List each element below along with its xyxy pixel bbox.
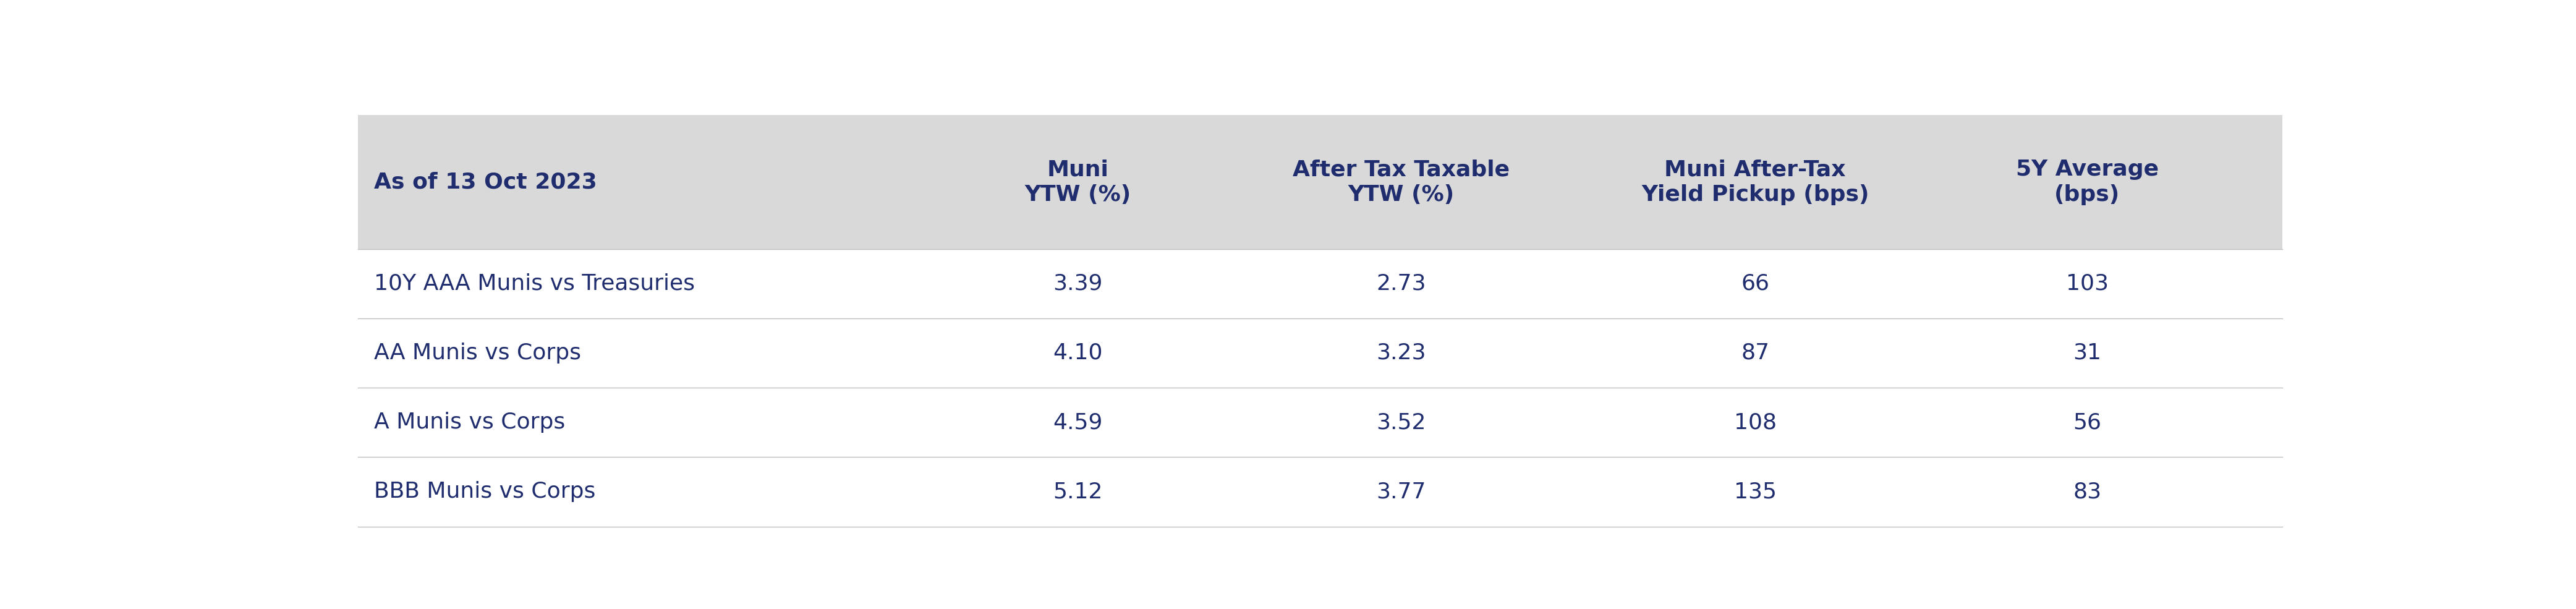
Text: 5.12: 5.12 bbox=[1054, 481, 1103, 502]
Bar bbox=[358, 115, 2282, 249]
Text: 4.10: 4.10 bbox=[1054, 342, 1103, 364]
Text: 3.52: 3.52 bbox=[1376, 412, 1427, 433]
Text: AA Munis vs Corps: AA Munis vs Corps bbox=[374, 342, 582, 364]
Text: A Munis vs Corps: A Munis vs Corps bbox=[374, 412, 564, 433]
Text: 108: 108 bbox=[1734, 412, 1777, 433]
Bar bbox=[358, 457, 2282, 527]
Text: 3.23: 3.23 bbox=[1376, 342, 1427, 364]
Text: Muni
YTW (%): Muni YTW (%) bbox=[1025, 159, 1131, 205]
Text: 5Y Average
(bps): 5Y Average (bps) bbox=[2014, 159, 2159, 205]
Text: As of 13 Oct 2023: As of 13 Oct 2023 bbox=[374, 172, 598, 192]
Text: BBB Munis vs Corps: BBB Munis vs Corps bbox=[374, 481, 595, 502]
Text: 66: 66 bbox=[1741, 273, 1770, 294]
Text: Muni After-Tax
Yield Pickup (bps): Muni After-Tax Yield Pickup (bps) bbox=[1641, 159, 1870, 205]
Text: 3.39: 3.39 bbox=[1054, 273, 1103, 294]
Bar bbox=[358, 249, 2282, 319]
Text: 4.59: 4.59 bbox=[1054, 412, 1103, 433]
Text: 56: 56 bbox=[2074, 412, 2102, 433]
Text: 2.73: 2.73 bbox=[1376, 273, 1427, 294]
Text: 31: 31 bbox=[2074, 342, 2102, 364]
Text: 135: 135 bbox=[1734, 481, 1777, 502]
Text: 83: 83 bbox=[2074, 481, 2102, 502]
Text: 10Y AAA Munis vs Treasuries: 10Y AAA Munis vs Treasuries bbox=[374, 273, 696, 294]
Text: 103: 103 bbox=[2066, 273, 2107, 294]
Bar bbox=[358, 319, 2282, 388]
Text: 87: 87 bbox=[1741, 342, 1770, 364]
Text: 3.77: 3.77 bbox=[1376, 481, 1427, 502]
Bar bbox=[358, 388, 2282, 457]
Text: After Tax Taxable
YTW (%): After Tax Taxable YTW (%) bbox=[1293, 159, 1510, 205]
